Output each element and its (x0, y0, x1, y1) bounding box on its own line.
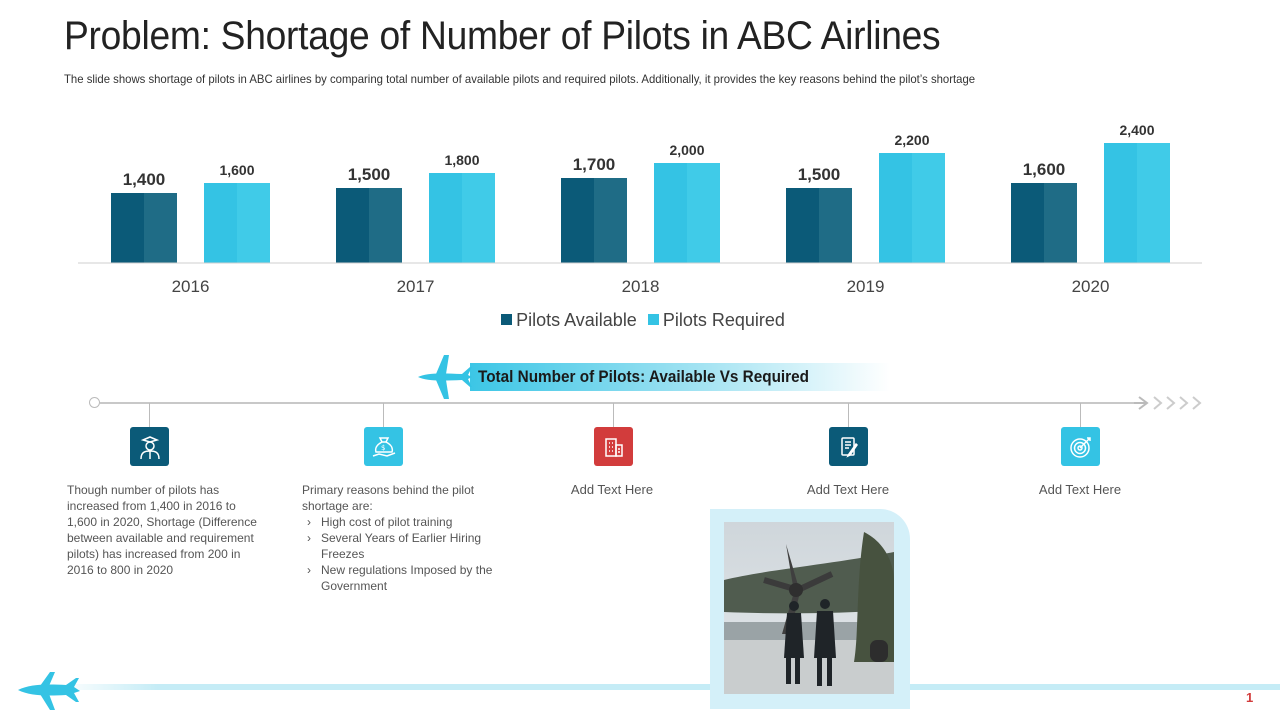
bar-available-2016 (111, 193, 144, 263)
timeline-tick (149, 403, 150, 427)
bar-required-2020 (1104, 143, 1137, 263)
timeline-tick (613, 403, 614, 427)
data-label: 1,400 (123, 170, 166, 189)
timeline-start-marker (89, 397, 100, 408)
timeline-arrow-icon (1134, 396, 1202, 410)
bar-shade (687, 163, 720, 263)
page-title: Problem: Shortage of Number of Pilots in… (64, 14, 941, 58)
bar-available-2017 (336, 188, 369, 263)
page-subtitle: The slide shows shortage of pilots in AB… (64, 72, 976, 86)
data-label: 1,700 (573, 155, 616, 174)
bar-shade (1044, 183, 1077, 263)
legend-item-available: Pilots Available (501, 310, 637, 331)
bar-required-2018 (654, 163, 687, 263)
data-label: 2,000 (669, 142, 704, 158)
bar-shade (1137, 143, 1170, 263)
svg-text:$: $ (381, 444, 385, 452)
bar-shade (369, 188, 402, 263)
x-tick-label: 2018 (622, 277, 660, 296)
data-label: 1,500 (798, 165, 841, 184)
pilots-photo (724, 522, 894, 694)
legend-label: Pilots Required (662, 310, 785, 330)
bar-available-2020 (1011, 183, 1044, 263)
x-tick-label: 2019 (847, 277, 885, 296)
timeline-line (100, 402, 1140, 404)
x-tick-label: 2017 (397, 277, 435, 296)
reasons-intro: Primary reasons behind the pilot shortag… (302, 483, 475, 513)
page-number: 1 (1246, 690, 1254, 705)
x-tick-label: 2020 (1072, 277, 1110, 296)
x-axis-labels: 2016 2017 2018 2019 2020 (172, 277, 1110, 296)
bar-shade (237, 183, 270, 263)
legend-item-required: Pilots Required (647, 310, 785, 331)
data-label: 2,400 (1119, 122, 1154, 138)
building-icon (594, 427, 633, 466)
data-label: 2,200 (894, 132, 929, 148)
pilot-icon (130, 427, 169, 466)
data-label: 1,600 (1023, 160, 1066, 179)
timeline-banner-text: Total Number of Pilots: Available Vs Req… (478, 367, 810, 386)
timeline-banner (470, 363, 890, 391)
bar-chart: 1,400 1,600 1,500 1,800 1,700 2,000 1,500 2,200… (78, 122, 1202, 296)
target-icon (1061, 427, 1100, 466)
data-label: 1,800 (444, 152, 479, 168)
bar-required-2016 (204, 183, 237, 263)
bar-shade (819, 188, 852, 263)
bar-shade (912, 153, 945, 263)
timeline-text-2: Primary reasons behind the pilot shortag… (302, 482, 497, 594)
timeline-tick (383, 403, 384, 427)
timeline-tick (1080, 403, 1081, 427)
bar-shade (144, 193, 177, 263)
document-pen-icon (829, 427, 868, 466)
timeline-text-1: Though number of pilots has increased fr… (67, 483, 257, 577)
timeline-text-4: Add Text Here (806, 482, 890, 497)
reason-item: High cost of pilot training (302, 514, 497, 530)
legend-swatch (501, 314, 513, 325)
timeline-text-3: Add Text Here (570, 482, 654, 497)
data-label: 1,500 (348, 165, 391, 184)
timeline-text-5: Add Text Here (1038, 482, 1122, 497)
reasons-list: High cost of pilot training Several Year… (302, 514, 497, 594)
bar-shade (462, 173, 495, 263)
legend-label: Pilots Available (516, 310, 637, 330)
bar-required-2017 (429, 173, 462, 263)
bar-shade (594, 178, 627, 263)
timeline-tick (848, 403, 849, 427)
reason-item: Several Years of Earlier Hiring Freezes (302, 530, 497, 562)
reason-item: New regulations Imposed by the Governmen… (302, 562, 497, 594)
x-tick-label: 2016 (172, 277, 210, 296)
legend-swatch (647, 314, 659, 325)
bar-available-2019 (786, 188, 819, 263)
bar-available-2018 (561, 178, 594, 263)
bar-required-2019 (879, 153, 912, 263)
chart-legend: Pilots Available Pilots Required (0, 310, 1280, 331)
airplane-icon (418, 355, 472, 399)
chart-bars: 1,400 1,600 1,500 1,800 1,700 2,000 1,500 2,200… (111, 122, 1170, 263)
bottom-decor-line (60, 684, 1280, 690)
money-bag-icon: $ (364, 427, 403, 466)
data-label: 1,600 (219, 162, 254, 178)
airplane-icon (18, 672, 80, 710)
